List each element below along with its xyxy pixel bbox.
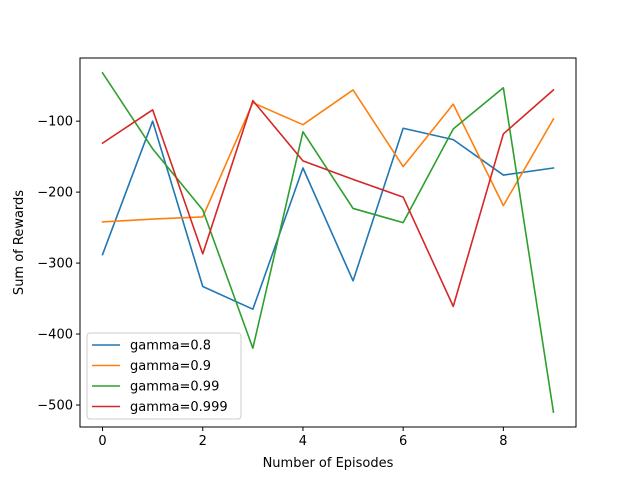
y-tick-label: −100 — [37, 115, 73, 130]
plot-area-frame — [79, 57, 577, 428]
series-line-3 — [101, 88, 555, 308]
legend-label: gamma=0.9 — [130, 359, 211, 374]
series-line-1 — [101, 89, 555, 223]
x-tick-label: 6 — [399, 434, 407, 449]
y-axis: −500 −400 −300 −200 −100 — [37, 115, 80, 414]
x-tick-label: 2 — [199, 434, 207, 449]
legend-label: gamma=0.999 — [130, 400, 228, 415]
y-tick-label: −200 — [37, 186, 73, 201]
y-axis-label: Sum of Rewards — [12, 190, 27, 295]
x-axis-label: Number of Episodes — [263, 456, 394, 471]
x-tick-label: 0 — [98, 434, 106, 449]
y-tick-label: −500 — [37, 399, 73, 414]
x-axis: 0 2 4 6 8 — [98, 427, 507, 449]
legend-box — [86, 332, 242, 420]
x-tick-label: 8 — [499, 434, 507, 449]
legend-items: gamma=0.8 gamma=0.9 gamma=0.99 gamma=0.999 — [92, 339, 228, 415]
legend: gamma=0.8 gamma=0.9 gamma=0.99 gamma=0.999 — [86, 332, 242, 420]
legend-label: gamma=0.8 — [130, 339, 211, 354]
legend-label: gamma=0.99 — [130, 380, 219, 395]
y-tick-label: −400 — [37, 328, 73, 343]
y-tick-label: −300 — [37, 257, 73, 272]
series-layer — [101, 71, 555, 414]
x-tick-label: 4 — [299, 434, 307, 449]
series-line-0 — [101, 120, 555, 311]
